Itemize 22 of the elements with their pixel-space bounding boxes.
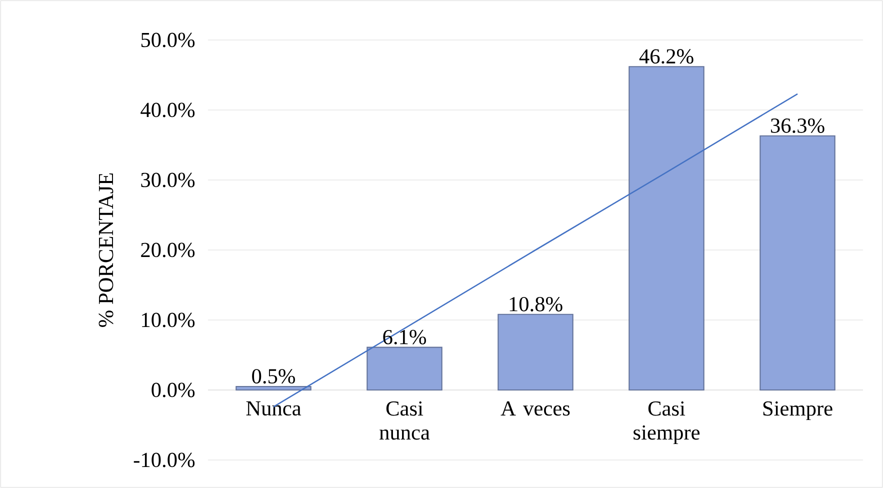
bar: [628, 66, 704, 391]
data-label: 10.8%: [510, 296, 562, 312]
y-tick-label: 20.0%: [141, 242, 195, 258]
data-label: 36.3%: [770, 118, 824, 133]
x-tick-label: Nunca: [246, 401, 302, 416]
x-tick-label: A veces: [500, 401, 570, 416]
y-tick-label: 10.0%: [142, 312, 195, 328]
x-tick-label: Casi siempre: [634, 401, 700, 444]
bar: [760, 135, 836, 391]
bar: [366, 346, 442, 391]
y-tick-label: 50.0%: [141, 32, 195, 48]
data-label: 46.2%: [639, 49, 694, 64]
y-axis-title: % PORCENTAJE: [98, 173, 114, 327]
y-tick-label: 40.0%: [140, 102, 195, 118]
x-tick-label: Siempre: [763, 401, 832, 420]
data-label: 0.5%: [252, 369, 295, 384]
y-tick-label: 30.0%: [141, 172, 195, 188]
bar: [498, 314, 574, 391]
y-tick-label: 0.0%: [152, 382, 195, 398]
x-tick-label: Casi nunca: [380, 401, 430, 440]
y-tick-label: -10.0%: [134, 452, 195, 468]
bar: [236, 386, 312, 391]
